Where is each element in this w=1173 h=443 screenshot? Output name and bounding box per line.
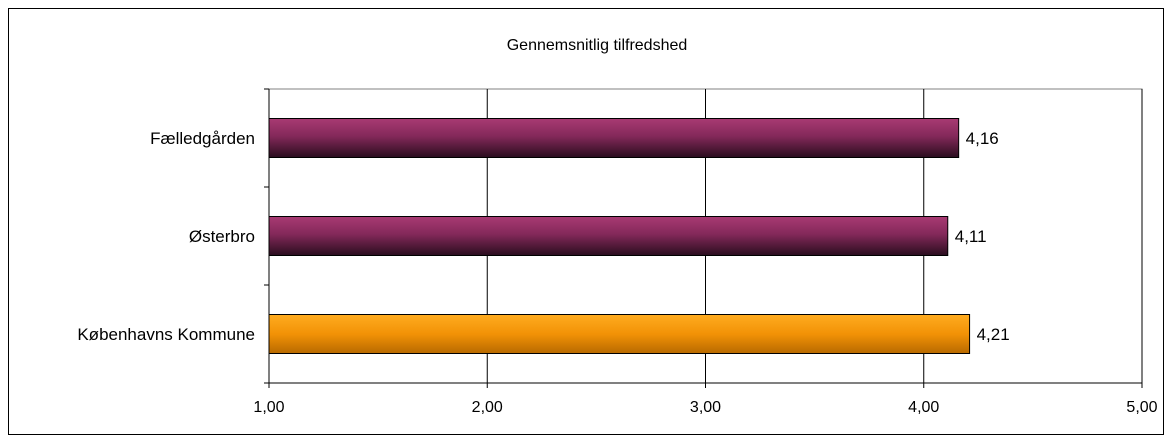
bar	[268, 118, 960, 158]
chart-title: Gennemsnitlig tilfredshed	[507, 37, 688, 54]
x-tick-label: 4,00	[908, 399, 939, 416]
x-tick-label: 3,00	[690, 399, 721, 416]
x-tick-label: 5,00	[1126, 399, 1157, 416]
bar	[268, 216, 949, 256]
labels: 1,00 2,00 3,00 4,00 5,00 Fælledgården 4,16 Øste…	[77, 129, 1157, 416]
category-label: Østerbro	[189, 227, 255, 246]
value-label: 4,21	[977, 325, 1010, 344]
category-label: Fælledgården	[150, 129, 255, 148]
bars	[268, 118, 971, 354]
bar	[268, 314, 971, 354]
category-label: Københavns Kommune	[77, 325, 255, 344]
x-tick-label: 2,00	[472, 399, 503, 416]
value-label: 4,16	[966, 129, 999, 148]
x-tick-label: 1,00	[253, 399, 284, 416]
value-label: 4,11	[955, 227, 987, 246]
